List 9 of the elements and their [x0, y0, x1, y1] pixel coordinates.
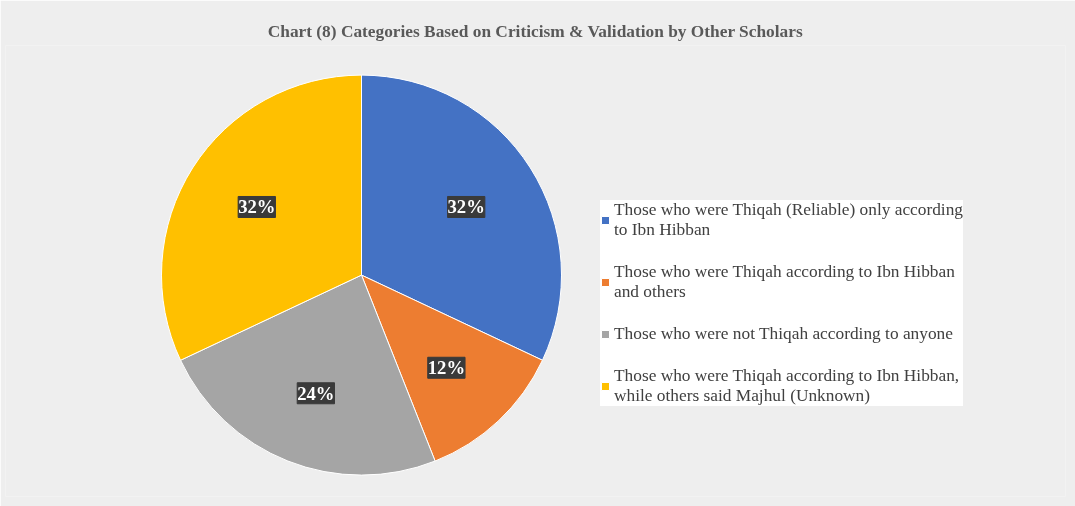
legend-label: Those who were Thiqah according to Ibn Hibban, while others said Majhul (Unknown): [614, 366, 960, 406]
legend-label: Those who were Thiqah according to Ibn Hibban and others: [614, 262, 955, 302]
data-label: 32%: [238, 196, 276, 218]
data-label: 32%: [447, 196, 485, 218]
legend-label: Those who were Thiqah (Reliable) only according to Ibn Hibban: [614, 200, 964, 240]
legend-label: Those who were not Thiqah according to anyone: [614, 324, 953, 344]
data-label: 24%: [297, 382, 335, 404]
data-label: 12%: [427, 357, 466, 379]
chart-title: Chart (8) Categories Based on Criticism & Validation by Other Scholars: [267, 21, 803, 41]
